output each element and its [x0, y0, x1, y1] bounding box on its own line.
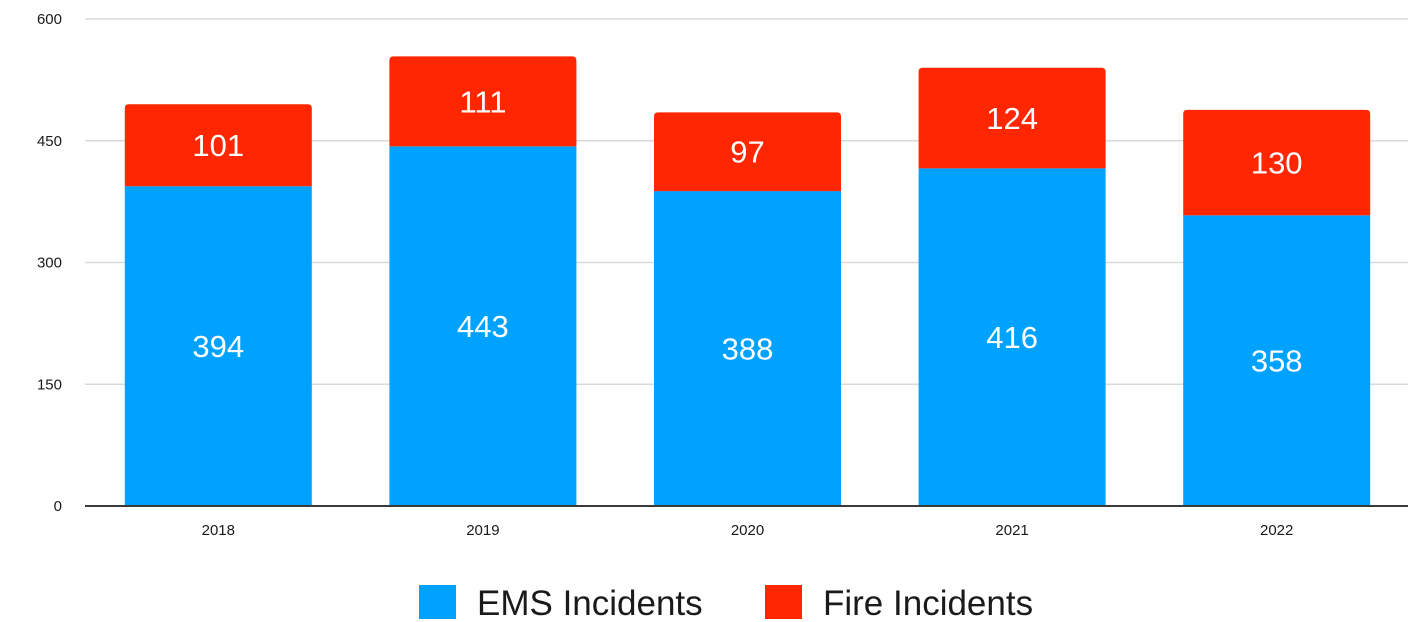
bar-fire-incidents-2019: [389, 56, 577, 147]
data-label-fire-incidents-2022: 130: [1251, 146, 1303, 181]
bar-ems-incidents-2022: [1183, 215, 1371, 506]
data-label-ems-incidents-2019: 443: [457, 309, 509, 344]
y-tick-label: 450: [37, 133, 62, 150]
bar-ems-incidents-2020: [654, 191, 841, 506]
x-tick-label: 2022: [1260, 522, 1293, 539]
legend-swatch-ems-incidents: [419, 585, 456, 619]
x-axis-ticks: 2018 2019 2020 2021 2022: [202, 522, 1294, 539]
bar-fire-incidents-2022: [1183, 109, 1371, 216]
data-label-ems-incidents-2018: 394: [192, 329, 244, 364]
x-tick-label: 2018: [202, 522, 235, 539]
y-axis-ticks: 0 150 300 450 600: [37, 11, 62, 515]
bars: 394 101 443 111 388 97 416 124 358 130: [124, 56, 1371, 506]
y-tick-label: 150: [37, 376, 62, 393]
data-label-fire-incidents-2021: 124: [986, 101, 1038, 136]
y-tick-label: 600: [37, 11, 62, 28]
x-tick-label: 2020: [731, 522, 764, 539]
legend-swatch-fire-incidents: [765, 585, 802, 619]
legend-label-ems-incidents: EMS Incidents: [477, 584, 703, 622]
data-label-ems-incidents-2021: 416: [986, 320, 1038, 355]
y-tick-label: 300: [37, 255, 62, 272]
x-tick-label: 2019: [466, 522, 499, 539]
data-label-ems-incidents-2022: 358: [1251, 344, 1303, 379]
data-label-fire-incidents-2020: 97: [730, 135, 764, 170]
bar-fire-incidents-2018: [124, 104, 312, 187]
legend: EMS Incidents Fire Incidents: [419, 584, 1033, 622]
bar-ems-incidents-2018: [124, 186, 312, 506]
data-label-fire-incidents-2019: 111: [459, 84, 506, 119]
data-label-fire-incidents-2018: 101: [192, 128, 244, 163]
bar-ems-incidents-2021: [918, 168, 1106, 506]
x-tick-label: 2021: [995, 522, 1028, 539]
legend-label-fire-incidents: Fire Incidents: [823, 584, 1033, 622]
bar-fire-incidents-2020: [654, 112, 841, 192]
bar-fire-incidents-2021: [918, 67, 1106, 169]
y-tick-label: 0: [54, 498, 62, 515]
data-label-ems-incidents-2020: 388: [722, 332, 774, 367]
bar-ems-incidents-2019: [389, 146, 577, 506]
